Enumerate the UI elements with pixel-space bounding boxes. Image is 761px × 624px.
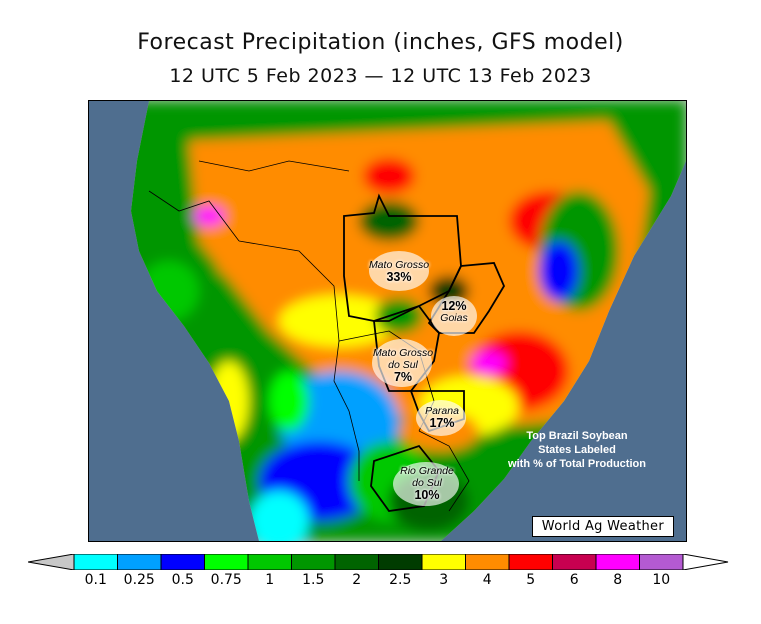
legend-tick-label: 1 [265,572,275,588]
legend-tick-label: 0.5 [171,572,194,588]
legend-swatch [595,554,640,570]
legend-swatch [378,554,423,570]
legend-tick-label: 3 [439,572,449,588]
state-name-line: do Sul [388,359,418,371]
legend-tick-label: 0.75 [210,572,242,588]
state-name: Parana [425,405,459,417]
legend-swatch [247,554,292,570]
legend-swatch [73,554,118,570]
map-title: Forecast Precipitation (inches, GFS mode… [137,30,624,55]
note-line: with % of Total Production [508,458,646,470]
map-subtitle: 12 UTC 5 Feb 2023 — 12 UTC 13 Feb 2023 [169,65,592,87]
state-label-mato-grosso-do-sul: Mato Grosso do Sul 7% [369,347,437,383]
legend-swatch [117,554,162,570]
map-graphic [89,101,686,541]
legend-swatch [552,554,597,570]
state-share: 12% [441,299,467,313]
rio-grande-do-sul-border [370,444,441,512]
credit-label: World Ag Weather [531,516,674,537]
legend-swatches [73,554,684,570]
state-name-line: Rio Grande [400,465,454,477]
legend-over-arrow [682,554,729,570]
state-name: Goias [440,312,468,324]
note-line: States Labeled [538,444,616,456]
country-borders [148,160,470,512]
label-halos [369,251,477,506]
legend-tick-label: 2 [352,572,362,588]
legend-tick-label: 6 [569,572,579,588]
state-share: 33% [386,270,412,284]
legend-swatch [291,554,336,570]
legend-swatch [204,554,249,570]
legend-swatch [160,554,205,570]
legend-swatch [334,554,379,570]
legend-under-arrow [28,554,75,570]
state-label-rio-grande-do-sul: Rio Grande do Sul 10% [391,465,463,501]
legend-swatch [508,554,553,570]
legend-swatch [421,554,466,570]
state-name: Mato Grosso [368,259,430,271]
legend-swatch [639,554,684,570]
legend-tick-label: 5 [526,572,536,588]
state-share: 7% [393,370,413,384]
note-line: Top Brazil Soybean [526,430,628,442]
state-label-mato-grosso: Mato Grosso 33% [367,259,431,283]
state-name-line: do Sul [412,477,442,489]
precipitation-map: Mato Grosso 33% 12% Goias Mato Grosso do… [88,100,687,542]
state-share: 17% [429,416,455,430]
color-legend [28,554,729,570]
legend-tick-label: 4 [482,572,492,588]
legend-tick-label: 2.5 [389,572,412,588]
legend-tick-label: 10 [652,572,671,588]
soybean-note: Top Brazil Soybean States Labeled with %… [497,429,657,471]
legend-tick-label: 0.25 [123,572,155,588]
legend-tick-label: 0.1 [84,572,107,588]
state-label-goias: 12% Goias [429,300,479,324]
legend-swatch [465,554,510,570]
state-name-line: Mato Grosso [372,347,434,359]
state-label-parana: Parana 17% [415,405,469,429]
legend-tick-label: 1.5 [302,572,325,588]
state-share: 10% [414,488,440,502]
legend-tick-label: 8 [613,572,623,588]
